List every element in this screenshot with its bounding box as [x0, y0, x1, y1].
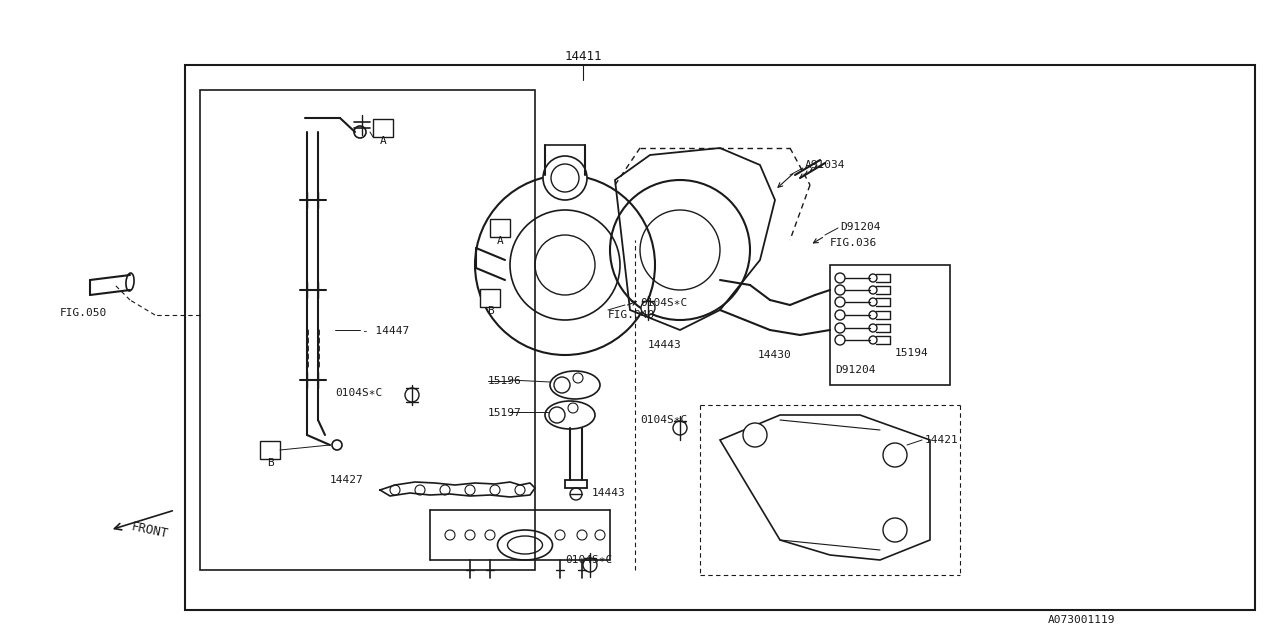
- Bar: [200, 90, 535, 570]
- Text: A073001119: A073001119: [1047, 615, 1115, 625]
- Circle shape: [883, 443, 908, 467]
- Text: 15197: 15197: [488, 408, 522, 418]
- Circle shape: [742, 423, 767, 447]
- Text: FIG.040: FIG.040: [608, 310, 655, 320]
- Circle shape: [835, 335, 845, 345]
- Text: 14421: 14421: [925, 435, 959, 445]
- Text: 14443: 14443: [591, 488, 626, 498]
- Circle shape: [835, 273, 845, 283]
- Circle shape: [869, 286, 877, 294]
- Circle shape: [490, 485, 500, 495]
- Circle shape: [869, 324, 877, 332]
- Circle shape: [573, 373, 582, 383]
- Bar: [260, 441, 280, 459]
- Circle shape: [568, 403, 579, 413]
- Text: A91034: A91034: [805, 160, 846, 170]
- Text: B: B: [486, 306, 493, 316]
- Text: 14427: 14427: [330, 475, 364, 485]
- Circle shape: [355, 126, 366, 138]
- Text: FIG.036: FIG.036: [829, 238, 877, 248]
- Circle shape: [835, 310, 845, 320]
- Circle shape: [465, 530, 475, 540]
- Bar: [829, 265, 950, 385]
- Circle shape: [835, 323, 845, 333]
- Circle shape: [556, 530, 564, 540]
- Circle shape: [404, 388, 419, 402]
- Text: 0104S∗C: 0104S∗C: [640, 298, 687, 308]
- Circle shape: [883, 518, 908, 542]
- Text: D91204: D91204: [840, 222, 881, 232]
- Ellipse shape: [125, 273, 134, 291]
- Bar: [372, 119, 393, 137]
- Text: 0104S∗C: 0104S∗C: [640, 415, 687, 425]
- Circle shape: [641, 301, 655, 315]
- Text: FRONT: FRONT: [131, 520, 169, 541]
- Circle shape: [550, 164, 579, 192]
- Text: 14430: 14430: [758, 350, 792, 360]
- Circle shape: [869, 311, 877, 319]
- Bar: [480, 289, 500, 307]
- Circle shape: [465, 485, 475, 495]
- Circle shape: [554, 377, 570, 393]
- Text: 14411: 14411: [564, 50, 602, 63]
- Circle shape: [549, 407, 564, 423]
- Circle shape: [515, 485, 525, 495]
- Circle shape: [332, 440, 342, 450]
- Circle shape: [440, 485, 451, 495]
- Text: 15194: 15194: [895, 348, 929, 358]
- Circle shape: [445, 530, 454, 540]
- Text: 0104S∗C: 0104S∗C: [564, 555, 612, 565]
- Text: FIG.050: FIG.050: [60, 308, 108, 318]
- Text: 14443: 14443: [648, 340, 682, 350]
- Circle shape: [543, 156, 588, 200]
- Circle shape: [390, 485, 399, 495]
- Circle shape: [415, 485, 425, 495]
- Circle shape: [595, 530, 605, 540]
- Text: 15196: 15196: [488, 376, 522, 386]
- Text: D91204: D91204: [835, 365, 876, 375]
- Bar: [490, 219, 509, 237]
- Circle shape: [485, 530, 495, 540]
- Text: B: B: [266, 458, 274, 468]
- Text: - 14447: - 14447: [362, 326, 410, 336]
- Circle shape: [673, 421, 687, 435]
- Circle shape: [570, 488, 582, 500]
- Circle shape: [869, 336, 877, 344]
- Bar: [186, 65, 1254, 610]
- Circle shape: [835, 285, 845, 295]
- Text: 0104S∗C: 0104S∗C: [335, 388, 383, 398]
- Text: A: A: [380, 136, 387, 146]
- Circle shape: [835, 297, 845, 307]
- Circle shape: [577, 530, 588, 540]
- Text: A: A: [497, 236, 503, 246]
- Circle shape: [869, 298, 877, 306]
- Circle shape: [869, 274, 877, 282]
- Circle shape: [582, 558, 596, 572]
